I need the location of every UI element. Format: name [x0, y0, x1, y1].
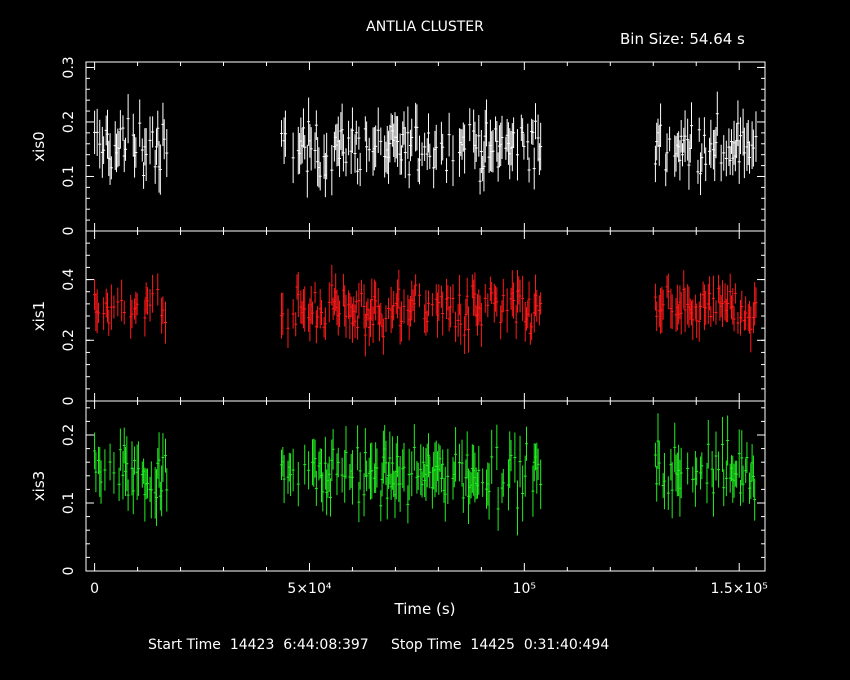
- y-tick-label: 0.3: [61, 56, 77, 78]
- x-tick-label: 5×10⁴: [287, 581, 331, 597]
- y-tick-label: 0: [61, 397, 77, 406]
- y-tick-label: 0.2: [61, 111, 77, 133]
- start-time-value: 14423 6:44:08:397: [229, 637, 369, 653]
- panel-frame: [85, 400, 766, 572]
- y-tick-label: 0.2: [61, 329, 77, 351]
- y-tick-label: 0: [61, 227, 77, 236]
- y-tick-label: 0.2: [61, 424, 77, 446]
- y-tick-label: 0: [61, 567, 77, 576]
- x-tick-label: 0: [90, 581, 99, 597]
- x-tick-label: 1.5×10⁵: [711, 581, 768, 597]
- y-tick-label: 0.1: [61, 492, 77, 514]
- time-range-footer: Start Time 14423 6:44:08:397 Stop Time 1…: [148, 637, 609, 653]
- chart-title: ANTLIA CLUSTER: [366, 19, 484, 35]
- y-axis-label: xis0: [30, 131, 48, 161]
- panel-xis1: 0 0.2 0.4 xis1: [30, 230, 766, 406]
- y-tick-label: 0.1: [61, 165, 77, 187]
- series-xis0: [93, 91, 758, 198]
- y-axis-label: xis3: [30, 471, 48, 501]
- stop-time-label: Stop Time: [390, 637, 462, 653]
- panel-xis0: 0 0.1 0.2 0.3 xis0: [30, 56, 766, 236]
- x-tick-label: 10⁵: [513, 581, 536, 597]
- bin-size-label: Bin Size: 54.64 s: [620, 30, 745, 48]
- panel-xis3: 0 0.1 0.2 xis3: [30, 400, 766, 576]
- series-xis3: [93, 413, 757, 536]
- start-time-label: Start Time: [148, 637, 221, 653]
- stop-time-value: 14425 0:31:40:494: [470, 637, 610, 653]
- series-xis1: [93, 264, 758, 357]
- y-tick-label: 0.4: [61, 268, 77, 290]
- x-axis-label: Time (s): [394, 600, 456, 618]
- y-axis-label: xis1: [30, 301, 48, 331]
